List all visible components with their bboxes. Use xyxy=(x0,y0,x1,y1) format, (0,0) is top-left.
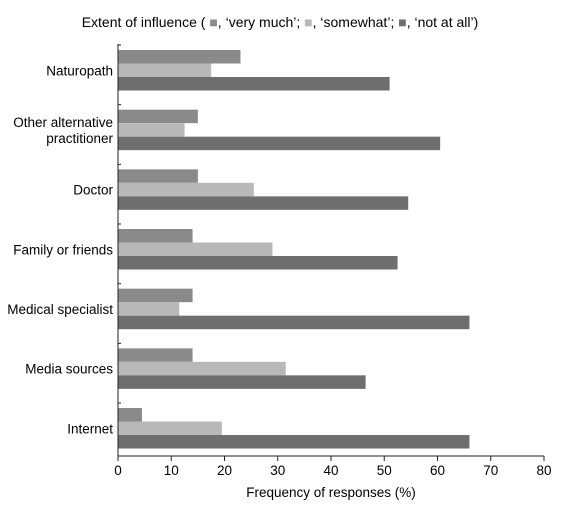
category-label: Family or friends xyxy=(13,242,113,257)
bar-doctor-not-at-all xyxy=(118,196,409,210)
bar-family-or-friends-not-at-all xyxy=(118,256,398,270)
legend-swatch-somewhat: ■ xyxy=(304,14,312,30)
bar-doctor-somewhat xyxy=(118,182,254,197)
x-tick-label: 20 xyxy=(217,463,232,478)
x-tick-label: 50 xyxy=(377,463,392,478)
bar-medical-specialist-very-much xyxy=(118,288,193,303)
legend-swatch-very-much: ■ xyxy=(209,14,217,30)
bar-internet-not-at-all xyxy=(118,435,470,449)
x-tick-label: 80 xyxy=(536,463,551,478)
bar-naturopath-somewhat xyxy=(118,63,212,77)
legend-label-not-at-all: ‘not at all’ xyxy=(414,14,473,30)
bar-medical-specialist-not-at-all xyxy=(118,315,470,330)
category-label: Naturopath xyxy=(46,63,113,78)
x-axis-label: Frequency of responses (%) xyxy=(246,485,416,500)
bar-naturopath-very-much xyxy=(118,50,241,64)
category-label: Internet xyxy=(67,421,113,436)
legend-label-very-much: ‘very much’ xyxy=(226,14,297,30)
legend-label-somewhat: ‘somewhat’ xyxy=(320,14,390,30)
category-label: Other alternative xyxy=(13,115,113,130)
bar-media-sources-not-at-all xyxy=(118,375,366,389)
bar-internet-very-much xyxy=(118,408,142,422)
bar-internet-somewhat xyxy=(118,421,222,436)
x-tick-label: 0 xyxy=(114,463,122,478)
category-label: Media sources xyxy=(25,362,113,377)
bar-family-or-friends-somewhat xyxy=(118,242,273,257)
bar-doctor-very-much xyxy=(118,169,198,183)
bar-media-sources-somewhat xyxy=(118,361,286,376)
bar-other-alternative-practitioner-very-much xyxy=(118,109,198,124)
x-tick-label: 70 xyxy=(483,463,498,478)
title-prefix: Extent of influence ( xyxy=(82,14,206,30)
x-tick-label: 30 xyxy=(270,463,285,478)
bar-other-alternative-practitioner-somewhat xyxy=(118,123,185,137)
bar-naturopath-not-at-all xyxy=(118,77,390,91)
bar-media-sources-very-much xyxy=(118,348,193,362)
chart-title: Extent of influence ( ■, ‘very much’; ■,… xyxy=(82,14,479,30)
bar-medical-specialist-somewhat xyxy=(118,302,180,316)
category-label: Medical specialist xyxy=(7,302,113,317)
bar-other-alternative-practitioner-not-at-all xyxy=(118,136,441,151)
x-tick-label: 40 xyxy=(323,463,338,478)
x-tick-label: 60 xyxy=(430,463,445,478)
x-tick-label: 10 xyxy=(164,463,179,478)
legend-swatch-not-at-all: ■ xyxy=(398,14,406,30)
bar-family-or-friends-very-much xyxy=(118,229,193,243)
category-label: practitioner xyxy=(46,131,113,146)
category-label: Doctor xyxy=(73,183,113,198)
